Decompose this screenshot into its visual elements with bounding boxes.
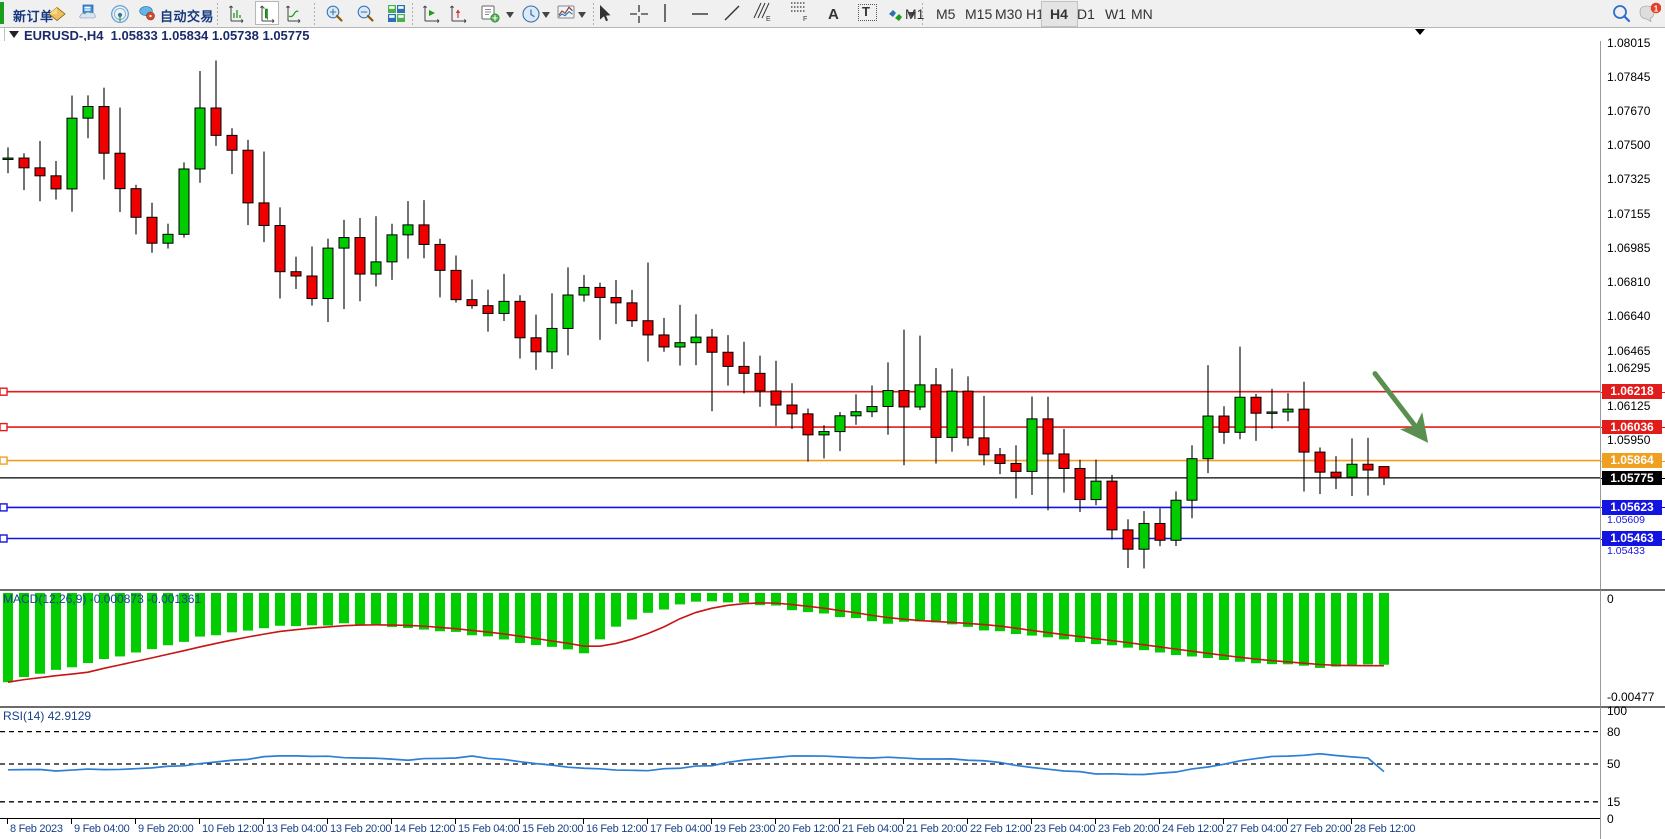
- svg-text:F: F: [803, 16, 807, 22]
- svg-text:E: E: [766, 16, 771, 22]
- svg-text:1: 1: [1654, 4, 1659, 13]
